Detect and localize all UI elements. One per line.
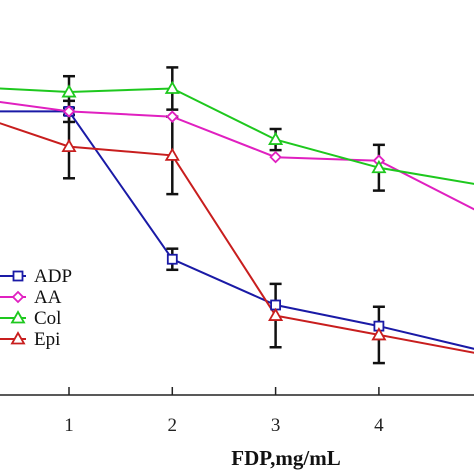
legend-label-adp: ADP	[34, 266, 72, 287]
series-line-col	[0, 87, 474, 185]
legend-label-epi: Epi	[34, 329, 60, 350]
series-lines	[0, 87, 474, 354]
marker-col	[164, 80, 180, 94]
error-bars	[63, 66, 385, 365]
marker-adp	[166, 253, 178, 265]
x-ticks: 1 2 3 4	[64, 387, 384, 436]
legend-marker-epi	[10, 331, 26, 345]
marker-epi	[268, 307, 284, 321]
x-tick-label: 3	[271, 415, 281, 436]
x-axis-title: FDP,mg/mL	[231, 446, 340, 470]
x-tick-label: 2	[168, 415, 178, 436]
legend-marker-adp	[12, 270, 24, 282]
marker-col	[371, 159, 387, 174]
marker-aa	[62, 105, 76, 118]
series-line-aa	[0, 101, 474, 211]
marker-epi	[164, 147, 180, 161]
legend-label-aa: AA	[34, 287, 62, 308]
marker-aa	[166, 110, 179, 123]
marker-aa	[269, 150, 282, 164]
marker-col	[61, 84, 77, 98]
series-line-adp	[0, 110, 474, 350]
legend-marker-col	[10, 310, 26, 324]
series-markers	[61, 80, 387, 341]
marker-epi	[61, 138, 77, 153]
legend-label-col: Col	[34, 308, 61, 329]
x-tick-label: 1	[64, 415, 74, 436]
x-tick-label: 4	[374, 415, 384, 436]
marker-epi	[371, 327, 387, 341]
legend-marker-aa	[11, 290, 25, 304]
series-line-epi	[0, 122, 474, 354]
marker-col	[268, 131, 284, 145]
